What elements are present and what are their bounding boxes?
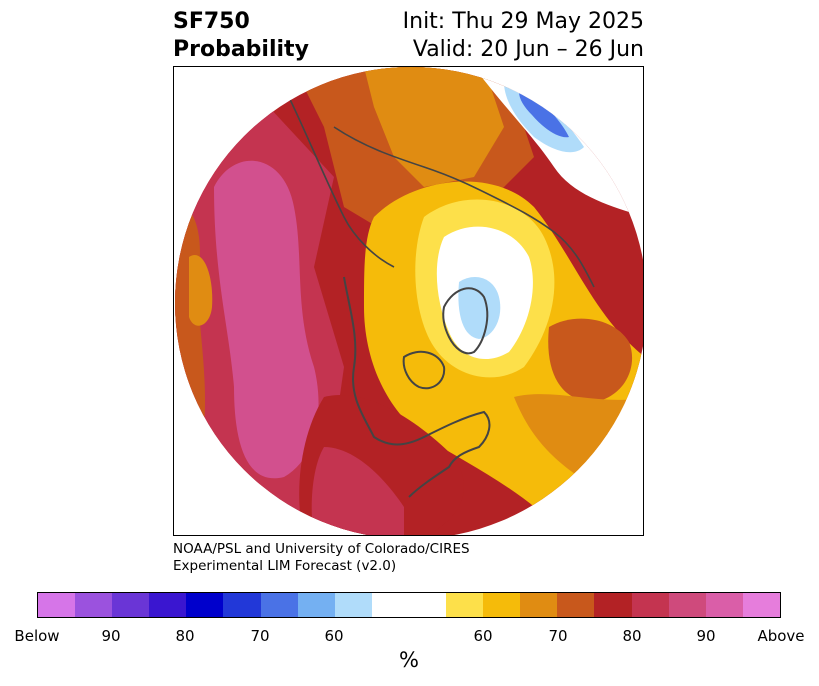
colorbar-unit-label: % [399, 648, 419, 672]
coastline-eurasia [333, 126, 595, 288]
probability-map [175, 67, 643, 535]
coastline-north-america [343, 276, 491, 498]
colorbar-tick-label: 70 [250, 627, 270, 645]
colorbar-segment [631, 593, 669, 617]
colorbar-segment [75, 593, 113, 617]
title-right: Init: Thu 29 May 2025 Valid: 20 Jun – 26… [403, 8, 644, 64]
colorbar-segment [149, 593, 187, 617]
colorbar-segment [38, 593, 76, 617]
colorbar-segment [446, 593, 484, 617]
colorbar-tick-label: 60 [324, 627, 344, 645]
colorbar-segment [742, 593, 780, 617]
shade-rust-east [548, 318, 633, 402]
coastline-greenland [442, 287, 489, 355]
colorbar-segment [520, 593, 558, 617]
init-date: Init: Thu 29 May 2025 [402, 9, 644, 34]
colorbar-segment [557, 593, 595, 617]
colorbar-segment [112, 593, 150, 617]
coastline-hudson-bay [402, 350, 446, 390]
colorbar-segment [186, 593, 224, 617]
variable-subtitle: Probability [173, 37, 309, 62]
colorbar-segment [594, 593, 632, 617]
colorbar-segment [483, 593, 521, 617]
colorbar-tick-label: Above [757, 627, 805, 645]
colorbar-tick-label: 70 [548, 627, 568, 645]
colorbar-segment [334, 593, 372, 617]
title-left: SF750 Probability [173, 8, 309, 64]
colorbar-segment [371, 593, 409, 617]
colorbar [37, 592, 781, 618]
shade-magenta-west [214, 160, 319, 479]
colorbar-segment [223, 593, 261, 617]
colorbar-segment [260, 593, 298, 617]
credit-line-1: NOAA/PSL and University of Colorado/CIRE… [173, 541, 470, 557]
colorbar-segment [705, 593, 743, 617]
map-panel [173, 66, 644, 536]
colorbar-tick-label: 90 [101, 627, 121, 645]
shade-orange-west [189, 255, 213, 326]
valid-period: Valid: 20 Jun – 26 Jun [412, 37, 644, 62]
shade-crimson-southwest [311, 447, 404, 535]
colorbar-tick-label: 80 [622, 627, 642, 645]
colorbar-segment [297, 593, 335, 617]
colorbar-tick-label: Below [14, 627, 60, 645]
shade-blue-northeast [519, 92, 569, 138]
credit-line-2: Experimental LIM Forecast (v2.0) [173, 558, 397, 574]
colorbar-tick-label: 60 [473, 627, 493, 645]
coastline-east-asia [283, 86, 395, 268]
shade-orange-north [364, 67, 504, 187]
variable-title: SF750 [173, 9, 250, 34]
shade-lightblue-arctic [458, 277, 501, 339]
colorbar-segment [668, 593, 706, 617]
colorbar-tick-label: 80 [175, 627, 195, 645]
colorbar-segment [408, 593, 447, 617]
colorbar-tick-label: 90 [696, 627, 716, 645]
credit-text: NOAA/PSL and University of Colorado/CIRE… [173, 541, 470, 575]
